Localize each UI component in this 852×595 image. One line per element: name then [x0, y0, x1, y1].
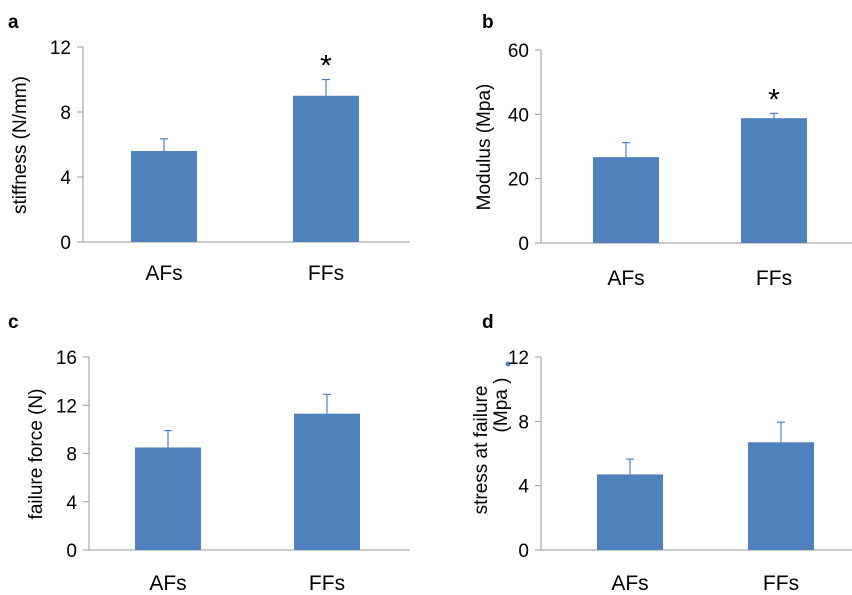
y-axis-label: failure force (N) — [26, 389, 47, 520]
category-label: FFs — [763, 572, 799, 595]
y-tick-label: 0 — [66, 541, 77, 562]
y-tick-label: 8 — [60, 103, 71, 124]
bar-ffs — [293, 95, 359, 242]
y-tick-label: 4 — [60, 168, 71, 189]
category-label: AFs — [607, 267, 644, 290]
bar-afs — [135, 447, 201, 550]
y-axis-label: Modulus (Mpa) — [474, 84, 495, 211]
y-tick-label: 4 — [518, 477, 529, 498]
y-tick-label: 4 — [66, 493, 77, 514]
significance-marker: * — [320, 50, 332, 83]
category-label: AFs — [149, 572, 186, 595]
y-tick-label: 0 — [518, 541, 529, 562]
panel-a: a 0 4 8 12 stiffness (N/mm) AFs * FFs — [8, 12, 410, 285]
panel-letter: d — [482, 312, 494, 333]
y-tick-label: 16 — [56, 348, 77, 369]
panel-d: d 0 4 8 12 stress at failure (Mpa ) AFs FFs — [471, 312, 852, 595]
y-tick-label: 0 — [518, 234, 529, 255]
y-axis-label: stress at failure — [471, 386, 492, 515]
y-tick-label: 12 — [508, 348, 529, 369]
panel-letter: a — [8, 12, 19, 33]
dot-mark — [505, 361, 511, 367]
y-tick-label: 0 — [60, 233, 71, 254]
y-axis-label: stiffness (N/mm) — [10, 76, 31, 214]
category-label: FFs — [309, 572, 345, 595]
bar-afs — [597, 474, 663, 550]
bar-ffs — [294, 413, 360, 550]
panel-c: c 0 4 8 12 16 failure force (N) AFs FFs — [8, 312, 410, 595]
y-tick-label: 40 — [508, 105, 529, 126]
y-tick-label: 20 — [508, 170, 529, 191]
significance-marker: * — [768, 83, 780, 116]
y-tick-label: 12 — [50, 38, 71, 59]
category-label: FFs — [308, 262, 344, 285]
bar-afs — [593, 157, 659, 243]
panel-b: b 0 20 40 60 Modulus (Mpa) AFs * FFs — [474, 12, 852, 290]
panel-letter: c — [8, 312, 19, 333]
category-label: AFs — [145, 262, 182, 285]
bar-afs — [131, 151, 197, 242]
y-tick-label: 8 — [66, 445, 77, 466]
y-tick-label: 12 — [56, 396, 77, 417]
y-tick-label: 60 — [508, 41, 529, 62]
bar-ffs — [741, 118, 807, 243]
category-label: AFs — [611, 572, 648, 595]
y-tick-label: 8 — [518, 412, 529, 433]
bar-ffs — [748, 442, 814, 550]
y-axis-label-unit: (Mpa ) — [491, 378, 512, 433]
panel-letter: b — [482, 12, 494, 33]
category-label: FFs — [756, 267, 792, 290]
